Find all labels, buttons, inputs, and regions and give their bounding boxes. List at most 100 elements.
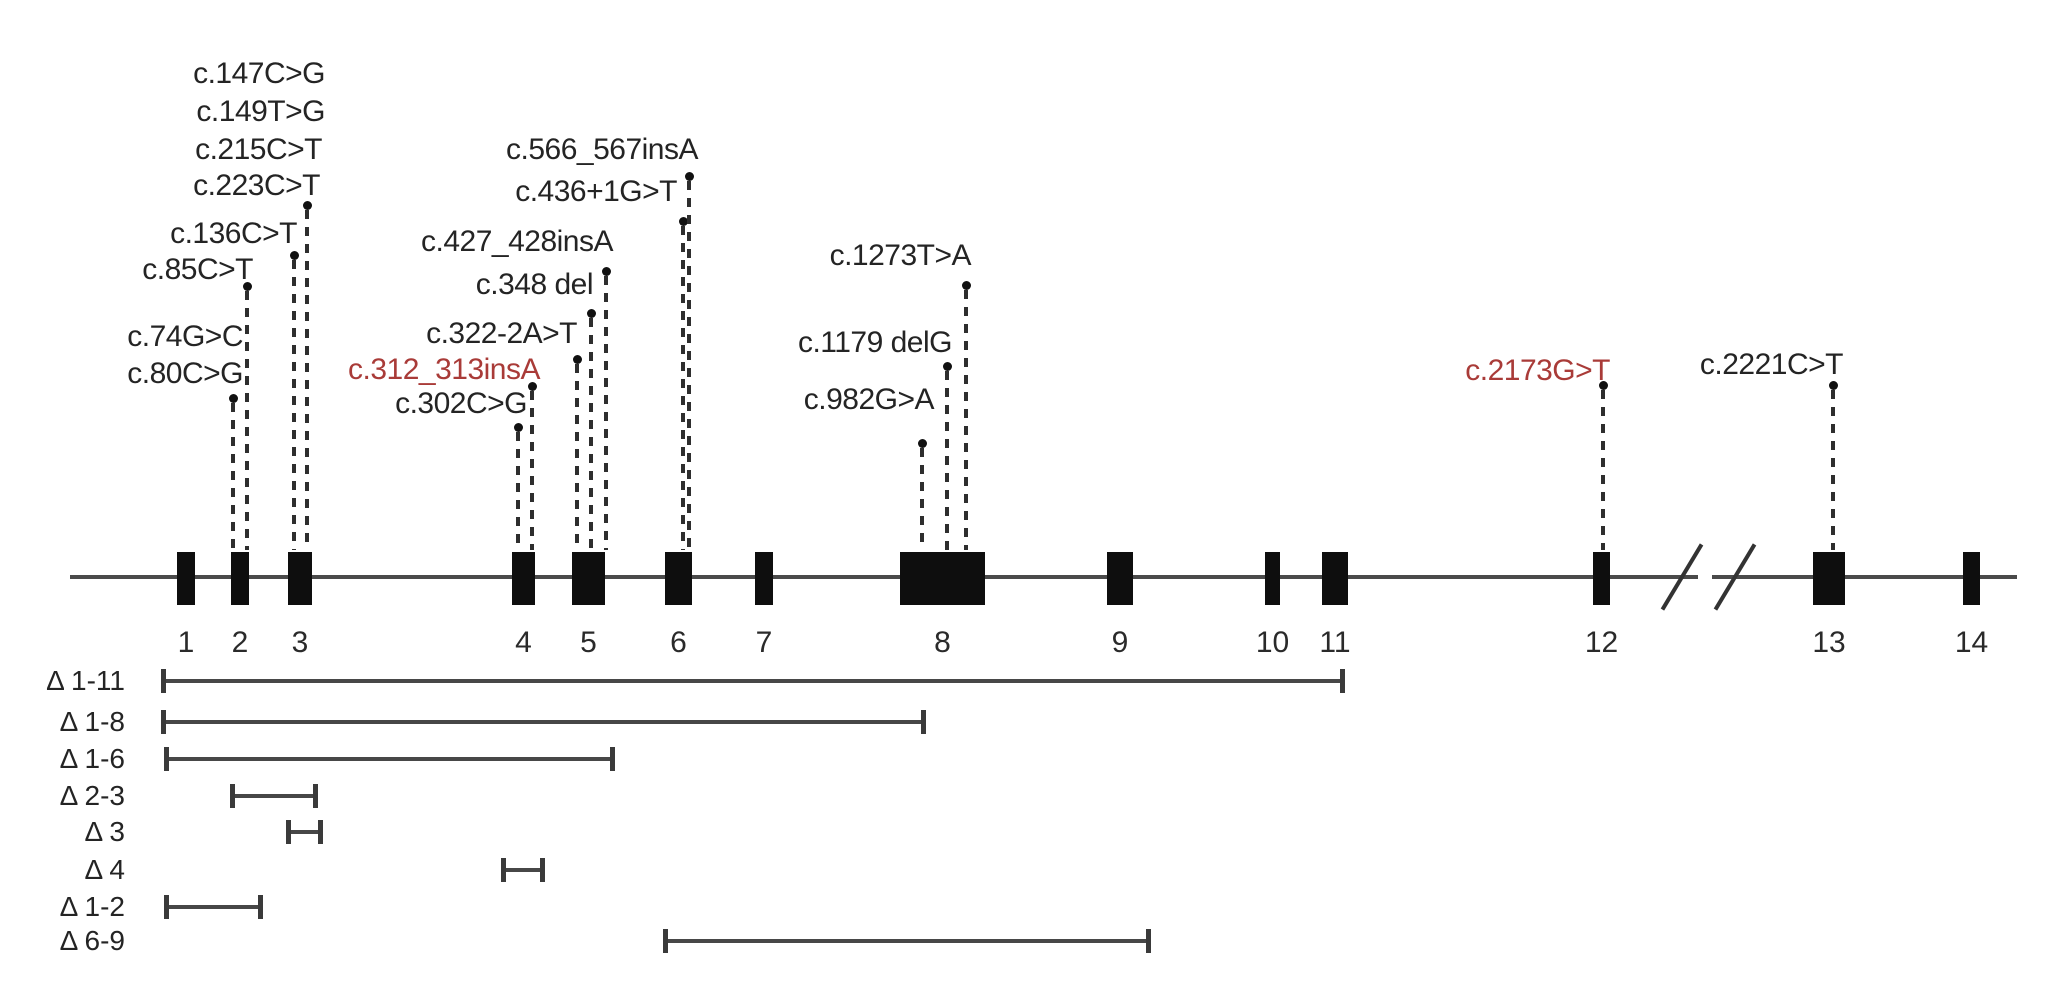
mutation-callout-line-exon5: [604, 276, 608, 550]
deletion-label--1-8: Δ 1-8: [59, 706, 125, 737]
deletion-bar-startcap--1-11: [161, 669, 166, 693]
deletion-bar-endcap--1-6: [610, 747, 615, 771]
exon-box-9: [1107, 552, 1133, 605]
mutation-anchor-dot: [678, 217, 688, 226]
mutation-anchor-dot: [572, 355, 582, 364]
mutation-label-c-149t-g: c.149T>G: [196, 95, 325, 128]
exon-number-10: 10: [1255, 626, 1290, 659]
mutation-callout-line-exon4: [516, 432, 520, 550]
mutation-callout-line-exon2: [245, 291, 249, 550]
mutation-anchor-dot: [242, 282, 252, 291]
gene-baseline-segment: [1712, 575, 2017, 579]
exon-box-4: [512, 552, 535, 605]
mutation-callout-line-exon12: [1601, 390, 1605, 550]
deletion-bar--4: [503, 868, 542, 872]
mutation-label-c-215c-t: c.215C>T: [195, 133, 322, 166]
exon-box-11: [1322, 552, 1348, 605]
exon-number-8: 8: [934, 626, 951, 659]
exon-box-5: [572, 552, 605, 605]
mutation-callout-line-exon5: [589, 318, 593, 550]
deletion-bar-endcap--2-3: [313, 784, 318, 808]
mutation-callout-line-exon6: [687, 181, 691, 550]
deletion-bar-startcap--3: [286, 820, 291, 844]
exon-box-2: [231, 552, 249, 605]
exon-number-13: 13: [1812, 626, 1846, 659]
mutation-anchor-dot: [1828, 381, 1838, 390]
mutation-callout-line-exon8: [964, 290, 968, 550]
deletion-label--6-9: Δ 6-9: [59, 925, 125, 956]
mutation-label-c-223c-t: c.223C>T: [193, 169, 320, 202]
mutation-label-c-80c-g: c.80C>G: [127, 357, 243, 390]
exon-number-6: 6: [670, 626, 687, 659]
mutation-anchor-dot: [302, 201, 312, 210]
mutation-label-c-2221c-t: c.2221C>T: [1699, 348, 1844, 381]
deletion-bar-startcap--1-6: [164, 747, 169, 771]
exon-number-2: 2: [231, 626, 249, 659]
deletion-bar--1-11: [163, 679, 1342, 683]
mutation-anchor-dot: [527, 382, 537, 391]
exon-box-14: [1963, 552, 1980, 605]
deletion-bar-startcap--1-8: [161, 710, 166, 734]
mutation-label-c-427-428insa: c.427_428insA: [421, 225, 614, 258]
deletion-bar--1-6: [166, 757, 612, 761]
deletion-bar--6-9: [665, 939, 1148, 943]
deletion-bar-endcap--3: [318, 820, 323, 844]
deletion-bar-startcap--2-3: [230, 784, 235, 808]
deletion-bar-endcap--1-2: [258, 895, 263, 919]
exon-number-12: 12: [1584, 626, 1619, 659]
exon-number-4: 4: [515, 626, 532, 659]
mutation-callout-line-exon6: [681, 226, 685, 550]
mutation-label-c-136c-t: c.136C>T: [170, 217, 297, 250]
exon-number-9: 9: [1111, 626, 1129, 659]
exon-box-1: [177, 552, 195, 605]
mutation-label-c-302c-g: c.302C>G: [395, 387, 527, 420]
mutation-callout-line-exon2: [231, 403, 235, 550]
deletion-label--1-2: Δ 1-2: [59, 891, 125, 922]
mutation-anchor-dot: [586, 309, 596, 318]
deletion-bar--2-3: [232, 794, 315, 798]
exon-box-10: [1265, 552, 1280, 605]
deletion-bar-startcap--6-9: [663, 929, 668, 953]
mutation-anchor-dot: [513, 423, 523, 432]
deletion-bar-endcap--6-9: [1146, 929, 1151, 953]
mutation-label-c-566-567insa: c.566_567insA: [506, 133, 699, 166]
mutation-callout-line-exon5: [575, 364, 579, 550]
mutation-label-c-85c-t: c.85C>T: [142, 253, 253, 286]
exon-box-7: [755, 552, 773, 605]
deletion-bar-endcap--1-8: [921, 710, 926, 734]
deletion-bar-endcap--1-11: [1340, 669, 1345, 693]
mutation-label-c-74g-c: c.74G>C: [127, 320, 243, 353]
mutation-label-c-348-del: c.348 del: [475, 268, 594, 301]
mutation-callout-line-exon3: [305, 210, 309, 550]
deletion-label--2-3: Δ 2-3: [59, 780, 125, 811]
mutation-label-c-312-313insa: c.312_313insA: [348, 353, 541, 386]
mutation-label-c-436-1g-t: c.436+1G>T: [515, 175, 677, 208]
deletion-bar--1-2: [166, 905, 260, 909]
exon-number-7: 7: [755, 626, 773, 659]
deletion-label--1-6: Δ 1-6: [59, 743, 125, 774]
deletion-bar-endcap--4: [540, 858, 545, 882]
exon-number-1: 1: [177, 626, 195, 659]
mutation-callout-line-exon4: [530, 391, 534, 550]
mutation-anchor-dot: [1598, 381, 1608, 390]
mutation-anchor-dot: [289, 251, 299, 260]
exon-number-5: 5: [580, 626, 597, 659]
mutation-label-c-322-2a-t: c.322-2A>T: [426, 317, 577, 350]
deletion-label--3: Δ 3: [84, 816, 125, 847]
mutation-anchor-dot: [942, 362, 952, 371]
deletion-bar--3: [288, 830, 320, 834]
mutation-label-c-1273t-a: c.1273T>A: [829, 239, 972, 272]
exon-box-3: [288, 552, 312, 605]
deletion-bar-startcap--1-2: [164, 895, 169, 919]
mutation-anchor-dot: [228, 394, 238, 403]
deletion-label--1-11: Δ 1-11: [46, 665, 125, 696]
exon-number-11: 11: [1319, 626, 1351, 659]
mutation-label-c-1179-delg: c.1179 delG: [797, 326, 953, 359]
mutation-label-c-2173g-t: c.2173G>T: [1465, 354, 1610, 387]
deletion-bar--1-8: [163, 720, 923, 724]
mutation-callout-line-exon3: [292, 260, 296, 550]
mutation-anchor-dot: [961, 281, 971, 290]
exon-box-12: [1593, 552, 1610, 605]
deletion-label--4: Δ 4: [84, 854, 125, 885]
